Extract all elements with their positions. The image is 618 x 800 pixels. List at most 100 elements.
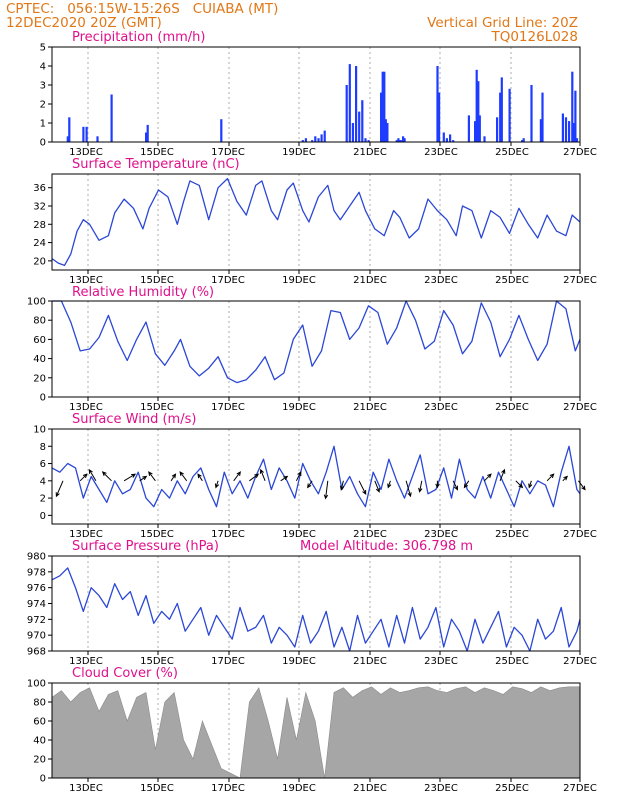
precip-bar [564, 117, 568, 142]
panel-title: Surface Temperature (nC) [72, 157, 240, 172]
wind-arrow [435, 480, 440, 489]
precip-bar [85, 126, 88, 142]
wind-arrow [148, 471, 156, 482]
header-grid-note: Vertical Grid Line: 20Z [427, 15, 578, 31]
wind-arrow [578, 480, 586, 491]
wind-arrow [546, 473, 555, 482]
precip-bar [68, 117, 71, 142]
wind-arrow [452, 480, 459, 491]
precip-bar [445, 138, 448, 142]
wind-arrow [79, 473, 88, 482]
x-tick-label: 19DEC [282, 147, 316, 158]
precip-bar [314, 136, 317, 142]
plot-frame [51, 428, 581, 525]
precip-bar [442, 132, 445, 142]
model-altitude-note: Model Altitude: 306.798 m [300, 539, 473, 554]
precip-bar [474, 121, 477, 142]
wind-arrow [528, 480, 533, 489]
precip-bar [500, 77, 503, 142]
panel-2: 0 20 40 60 80 100 13DEC 15DEC 17DEC 19DEC 21DEC 23D… [27, 285, 597, 413]
wind-arrow [233, 471, 241, 482]
x-tick-label: 27DEC [563, 402, 597, 413]
wind-arrow [139, 475, 148, 482]
x-tick-label: 21DEC [353, 402, 387, 413]
wind-arrow [88, 468, 97, 482]
x-tick-label: 17DEC [211, 402, 245, 413]
precip-bar [66, 136, 69, 142]
y-tick-label: 20 [33, 256, 46, 267]
x-tick-label: 13DEC [69, 783, 103, 794]
precip-bar [82, 126, 85, 142]
y-tick-label: 4 [40, 476, 46, 487]
y-tick-label: 980 [27, 552, 46, 563]
panel-title: Surface Pressure (hPa) [72, 539, 219, 554]
precip-bar [311, 140, 314, 142]
wind-arrow [55, 480, 64, 498]
x-tick-label: 17DEC [211, 147, 245, 158]
precip-bar [452, 140, 455, 142]
x-tick-label: 15DEC [140, 275, 174, 286]
x-tick-label: 19DEC [282, 529, 316, 540]
x-tick-label: 21DEC [353, 275, 387, 286]
precip-bar [317, 138, 320, 142]
wind-arrow [101, 471, 112, 482]
precip-bar [381, 71, 384, 142]
y-tick-label: 1 [40, 119, 46, 130]
precip-bar [522, 138, 525, 142]
wind-arrow [295, 470, 302, 482]
y-tick-label: 20 [33, 755, 46, 766]
precip-bar [572, 123, 575, 142]
x-tick-label: 15DEC [140, 147, 174, 158]
x-tick-label: 25DEC [495, 147, 529, 158]
x-tick-label: 13DEC [69, 275, 103, 286]
wind-arrow [307, 480, 313, 489]
x-tick-label: 17DEC [211, 275, 245, 286]
y-tick-label: 0 [40, 511, 46, 522]
y-tick-label: 974 [27, 599, 46, 610]
precip-bar [345, 85, 348, 142]
y-tick-label: 972 [27, 615, 46, 626]
panel-0: 0 1 2 3 4 5 13DEC 15DEC 17DEC 19DEC 21DEC 23DEC 25DE… [40, 30, 597, 158]
plot-frame [51, 300, 581, 398]
wind-arrow [170, 473, 177, 482]
y-tick-label: 4 [40, 62, 46, 73]
wind-arrow [484, 473, 492, 482]
x-tick-label: 17DEC [211, 783, 245, 794]
precip-bar [383, 71, 386, 142]
precip-bar [561, 113, 564, 142]
precip-bar [386, 123, 389, 142]
precip-bar [449, 134, 452, 142]
x-tick-label: 15DEC [140, 402, 174, 413]
y-tick-label: 2 [40, 100, 46, 111]
x-tick-label: 13DEC [69, 656, 103, 667]
panel-1: 20 24 28 32 36 13DEC 15DEC 17DEC 19DEC 21DEC 23DEC… [33, 157, 597, 286]
wind-arrow [280, 475, 289, 482]
y-tick-label: 24 [33, 238, 46, 249]
x-tick-label: 19DEC [282, 275, 316, 286]
precip-bar [539, 119, 542, 142]
wind-arrow [123, 473, 137, 482]
y-tick-label: 60 [33, 335, 46, 346]
x-tick-label: 19DEC [282, 656, 316, 667]
x-tick-label: 27DEC [563, 783, 597, 794]
precip-bar [320, 134, 323, 142]
precip-bar [358, 111, 361, 142]
wind-arrow [515, 480, 524, 489]
wind-arrow [259, 468, 266, 481]
x-tick-label: 21DEC [353, 147, 387, 158]
x-tick-label: 25DEC [495, 402, 529, 413]
x-tick-label: 13DEC [69, 147, 103, 158]
precip-bar [574, 90, 577, 142]
precip-bar [467, 115, 470, 142]
precip-bar [403, 138, 406, 142]
precip-bar [508, 88, 511, 142]
x-tick-label: 23DEC [424, 147, 458, 158]
x-tick-label: 23DEC [424, 402, 458, 413]
precip-bar [110, 94, 113, 142]
panel-title: Relative Humidity (%) [72, 285, 214, 300]
y-tick-label: 28 [33, 220, 46, 231]
header-model-code: TQ0126L028 [490, 29, 578, 45]
wind-arrow [179, 471, 188, 482]
x-tick-label: 19DEC [282, 783, 316, 794]
cloud-cover-area [51, 686, 581, 779]
